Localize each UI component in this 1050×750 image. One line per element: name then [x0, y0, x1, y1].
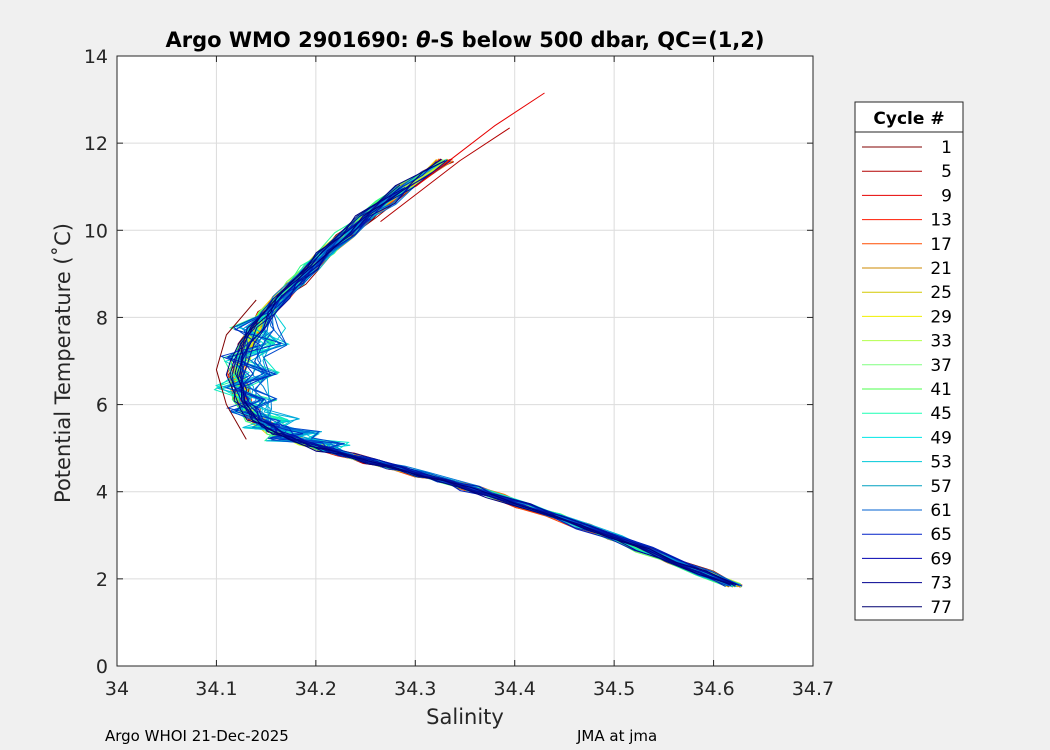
y-tick-label: 10 — [84, 220, 108, 242]
cycle-curve-extended — [414, 92, 545, 188]
cycle-curve — [238, 185, 738, 585]
legend-label: 45 — [930, 404, 952, 424]
y-tick-label: 14 — [84, 46, 108, 68]
legend-label: 1 — [941, 138, 952, 158]
legend-label: 77 — [930, 598, 952, 618]
cycle-curve — [234, 160, 737, 586]
legend-entries: 1 5 9 13 17 21 25 29 33 37 41 45 49 53 57 61 65 69 73 77 — [862, 138, 952, 618]
legend-label: 5 — [941, 162, 952, 182]
chart-title: Argo WMO 2901690: θ-S below 500 dbar, QC… — [165, 28, 764, 52]
legend: Cycle # 1 5 9 13 17 21 25 29 33 37 41 45 49 53 57 61 65 6… — [854, 101, 964, 621]
legend-label: 33 — [930, 332, 952, 352]
legend-label: 73 — [930, 574, 952, 594]
x-ticks: 34 34.1 34.2 34.3 34.4 34.5 34.6 34.7 — [105, 56, 834, 700]
legend-box — [854, 101, 964, 621]
legend-label: 57 — [930, 477, 952, 497]
legend-label: 49 — [930, 428, 952, 448]
footer-left: Argo WHOI 21-Dec-2025 — [105, 727, 289, 745]
y-tick-label: 12 — [84, 133, 108, 155]
curves — [213, 92, 743, 588]
cycle-curve — [240, 160, 737, 585]
title-suffix: -S below 500 dbar, QC=(1,2) — [431, 28, 765, 52]
x-tick-label: 34.2 — [295, 678, 337, 700]
cycle-curve-first — [215, 299, 257, 440]
legend-label: 17 — [930, 235, 952, 255]
x-axis-label: Salinity — [426, 705, 504, 729]
title-prefix: Argo WMO 2901690: — [165, 28, 416, 52]
x-tick-label: 34.3 — [394, 678, 436, 700]
legend-title: Cycle # — [873, 109, 944, 129]
legend-label: 21 — [930, 259, 952, 279]
legend-label: 61 — [930, 501, 952, 521]
plot-frame — [116, 55, 814, 667]
x-tick-label: 34.6 — [692, 678, 734, 700]
legend-label: 9 — [941, 186, 952, 206]
title-symbol: θ — [416, 28, 430, 52]
footer-right: JMA at jma — [576, 727, 657, 745]
y-tick-label: 0 — [96, 656, 108, 678]
legend-label: 41 — [930, 380, 952, 400]
y-tick-label: 2 — [96, 569, 108, 591]
y-ticks: 0 2 4 6 8 10 12 14 — [84, 46, 813, 678]
cycle-curve-extended — [380, 127, 510, 222]
legend-label: 13 — [930, 211, 952, 231]
x-tick-label: 34.5 — [593, 678, 635, 700]
y-tick-label: 6 — [96, 395, 108, 417]
legend-label: 65 — [930, 525, 952, 545]
legend-label: 53 — [930, 453, 952, 473]
cycle-curve — [225, 158, 731, 585]
x-tick-label: 34 — [105, 678, 129, 700]
x-tick-label: 34.4 — [494, 678, 536, 700]
legend-label: 29 — [930, 307, 952, 327]
legend-label: 69 — [930, 549, 952, 569]
y-tick-label: 4 — [96, 482, 108, 504]
legend-label: 25 — [930, 283, 952, 303]
x-tick-label: 34.7 — [792, 678, 834, 700]
x-tick-label: 34.1 — [195, 678, 237, 700]
y-tick-label: 8 — [96, 307, 108, 329]
y-axis-label: Potential Temperature (˚C) — [51, 223, 75, 503]
legend-label: 37 — [930, 356, 952, 376]
